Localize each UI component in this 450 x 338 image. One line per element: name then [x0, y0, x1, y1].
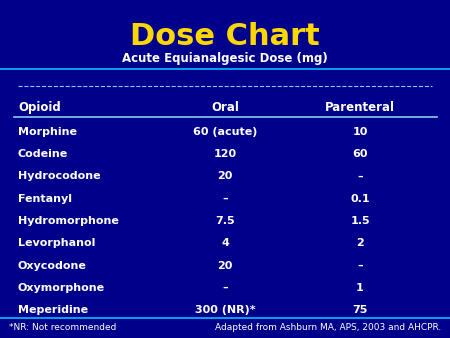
Text: 75: 75	[352, 305, 368, 315]
Text: 60 (acute): 60 (acute)	[193, 127, 257, 137]
Text: 1.5: 1.5	[350, 216, 370, 226]
Text: 7.5: 7.5	[215, 216, 235, 226]
Text: 4: 4	[221, 238, 229, 248]
Text: 60: 60	[352, 149, 368, 159]
Text: –: –	[222, 283, 228, 293]
Text: Morphine: Morphine	[18, 127, 77, 137]
Text: Dose Chart: Dose Chart	[130, 22, 320, 51]
Text: Codeine: Codeine	[18, 149, 68, 159]
Text: Hydrocodone: Hydrocodone	[18, 171, 101, 182]
Text: –: –	[222, 194, 228, 204]
Text: –: –	[357, 171, 363, 182]
Text: Meperidine: Meperidine	[18, 305, 88, 315]
Text: 300 (NR)*: 300 (NR)*	[195, 305, 255, 315]
Text: 120: 120	[213, 149, 237, 159]
Text: –: –	[357, 261, 363, 271]
Text: 2: 2	[356, 238, 364, 248]
Text: Oxycodone: Oxycodone	[18, 261, 87, 271]
Text: Opioid: Opioid	[18, 101, 61, 114]
Text: 10: 10	[352, 127, 368, 137]
Text: 0.1: 0.1	[350, 194, 370, 204]
Text: 20: 20	[217, 171, 233, 182]
Text: Adapted from Ashburn MA, APS, 2003 and AHCPR.: Adapted from Ashburn MA, APS, 2003 and A…	[215, 323, 441, 332]
Text: 20: 20	[217, 261, 233, 271]
Text: Hydromorphone: Hydromorphone	[18, 216, 119, 226]
Text: 1: 1	[356, 283, 364, 293]
Text: Levorphanol: Levorphanol	[18, 238, 95, 248]
Text: Parenteral: Parenteral	[325, 101, 395, 114]
Text: *NR: Not recommended: *NR: Not recommended	[9, 323, 117, 332]
Text: Oral: Oral	[211, 101, 239, 114]
Text: Fentanyl: Fentanyl	[18, 194, 72, 204]
Text: Oxymorphone: Oxymorphone	[18, 283, 105, 293]
Text: Acute Equianalgesic Dose (mg): Acute Equianalgesic Dose (mg)	[122, 52, 328, 65]
